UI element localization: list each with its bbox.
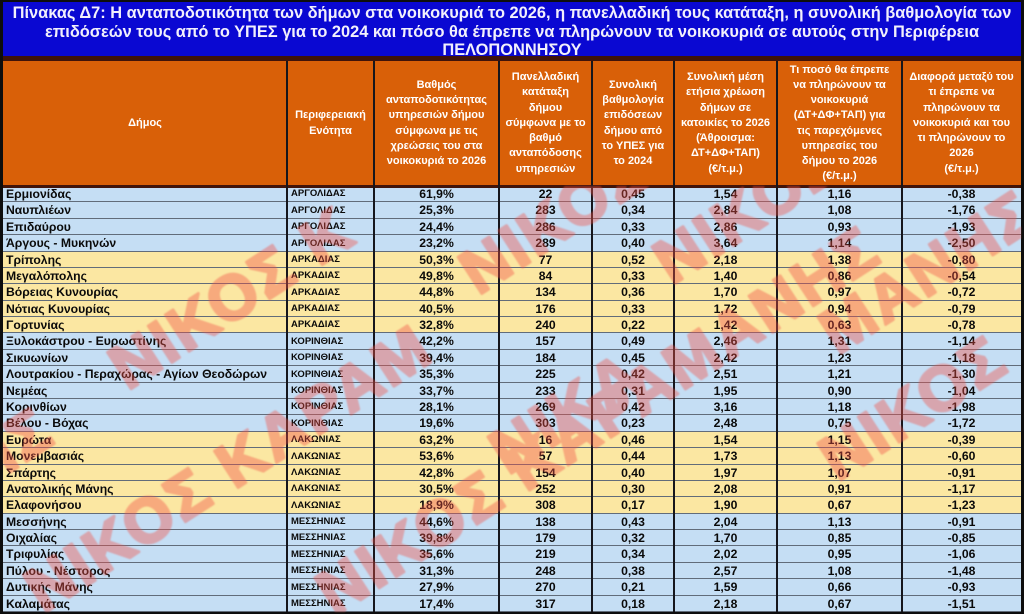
- svg-text:ΝΙΚΟΣ ΚΑΡΑΜΑΝΗΣ: ΝΙΚΟΣ ΚΑΡΑΜΑΝΗΣ: [304, 213, 892, 612]
- svg-text:ΝΗΣ: ΝΗΣ: [3, 394, 66, 528]
